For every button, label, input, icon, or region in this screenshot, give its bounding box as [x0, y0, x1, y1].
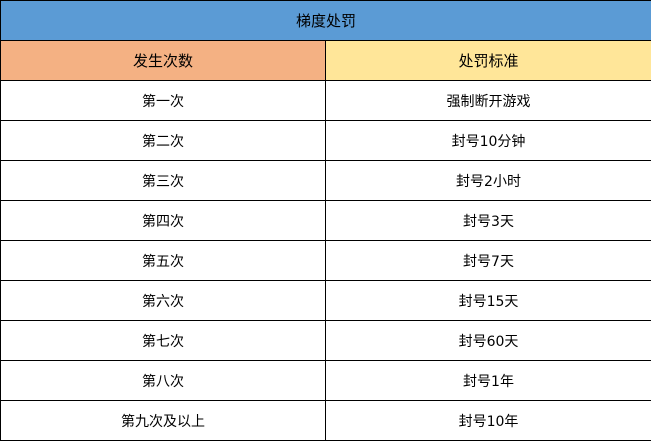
penalty-cell: 封号60天 — [324, 320, 651, 361]
penalty-cell: 强制断开游戏 — [324, 80, 651, 121]
occurrence-cell: 第一次 — [0, 80, 326, 121]
penalty-cell: 封号15天 — [324, 280, 651, 321]
table-title: 梯度处罚 — [0, 0, 651, 41]
penalty-cell: 封号1年 — [324, 360, 651, 401]
header-penalty: 处罚标准 — [324, 40, 651, 81]
table-row: 第九次及以上 封号10年 — [0, 400, 651, 441]
occurrence-cell: 第五次 — [0, 240, 326, 281]
header-occurrence: 发生次数 — [0, 40, 326, 81]
table-row: 第三次 封号2小时 — [0, 160, 651, 201]
occurrence-cell: 第二次 — [0, 120, 326, 161]
penalty-cell: 封号7天 — [324, 240, 651, 281]
penalty-cell: 封号10年 — [324, 400, 651, 441]
table-row: 第四次 封号3天 — [0, 200, 651, 241]
occurrence-cell: 第六次 — [0, 280, 326, 321]
occurrence-cell: 第九次及以上 — [0, 400, 326, 441]
table-row: 第七次 封号60天 — [0, 320, 651, 361]
table-row: 第五次 封号7天 — [0, 240, 651, 281]
header-row: 发生次数 处罚标准 — [0, 40, 651, 81]
occurrence-cell: 第三次 — [0, 160, 326, 201]
title-row: 梯度处罚 — [0, 0, 651, 41]
table-row: 第二次 封号10分钟 — [0, 120, 651, 161]
penalty-cell: 封号3天 — [324, 200, 651, 241]
penalty-cell: 封号2小时 — [324, 160, 651, 201]
table-row: 第八次 封号1年 — [0, 360, 651, 401]
table-row: 第一次 强制断开游戏 — [0, 80, 651, 121]
occurrence-cell: 第七次 — [0, 320, 326, 361]
penalty-cell: 封号10分钟 — [324, 120, 651, 161]
occurrence-cell: 第八次 — [0, 360, 326, 401]
table-row: 第六次 封号15天 — [0, 280, 651, 321]
occurrence-cell: 第四次 — [0, 200, 326, 241]
